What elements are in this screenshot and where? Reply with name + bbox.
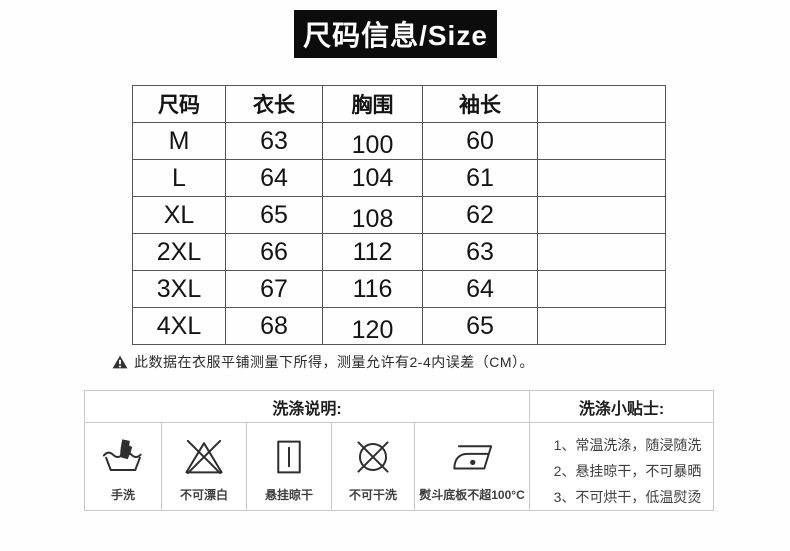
cell-sleeve: 65 xyxy=(422,307,538,345)
cell-size: 4XL xyxy=(132,307,226,345)
cell-sleeve: 61 xyxy=(422,159,538,197)
care-instructions-box: 洗涤说明: 洗涤小贴士: 手洗 不可漂白 悬挂晾 xyxy=(84,390,714,511)
cell-empty xyxy=(537,159,666,197)
banner-title: 尺码信息/Size xyxy=(303,20,488,51)
cell-sleeve: 60 xyxy=(422,122,538,160)
cell-empty xyxy=(537,270,666,308)
cell-chest: 112 xyxy=(322,233,423,271)
table-row: M 63 100 60 xyxy=(132,122,666,160)
size-table-header-row: 尺码 衣长 胸围 袖长 xyxy=(132,85,666,123)
warning-triangle-icon xyxy=(112,355,128,369)
table-row: L 64 104 61 xyxy=(132,159,666,197)
care-cell-no-dry-clean: 不可干洗 xyxy=(332,423,415,510)
care-label: 不可漂白 xyxy=(179,488,228,502)
cell-length: 67 xyxy=(225,270,323,308)
washing-tip: 3、不可烘干，低温熨烫 xyxy=(553,489,702,505)
col-header-size: 尺码 xyxy=(132,85,226,123)
cell-length: 68 xyxy=(225,307,323,345)
cell-size: XL xyxy=(132,196,226,234)
cell-size: M xyxy=(132,122,226,160)
table-row: 4XL 68 120 65 xyxy=(132,307,666,345)
care-cell-hand-wash: 手洗 xyxy=(85,423,162,510)
cell-size: 3XL xyxy=(132,270,226,308)
washing-instructions-header: 洗涤说明: xyxy=(85,391,530,423)
cell-sleeve: 64 xyxy=(422,270,538,308)
care-label: 不可干洗 xyxy=(348,488,397,502)
no-bleach-icon xyxy=(181,423,227,486)
care-label: 熨斗底板不超100°C xyxy=(419,488,525,502)
care-label: 手洗 xyxy=(110,488,135,502)
hang-dry-icon xyxy=(266,423,312,486)
cell-chest: 104 xyxy=(322,159,423,197)
measurement-note-text: 此数据在衣服平铺测量下所得，测量允许有2-4内误差（CM）。 xyxy=(134,354,535,370)
cell-sleeve: 63 xyxy=(422,233,538,271)
cell-length: 66 xyxy=(225,233,323,271)
cell-empty xyxy=(537,122,666,160)
table-row: 3XL 67 116 64 xyxy=(132,270,666,308)
cell-chest: 100 xyxy=(322,122,423,160)
hand-wash-icon xyxy=(100,423,146,486)
care-cell-iron-low-temp: 熨斗底板不超100°C xyxy=(415,423,530,510)
col-header-sleeve: 袖长 xyxy=(422,85,538,123)
size-info-banner: 尺码信息/Size xyxy=(294,10,497,58)
size-table: 尺码 衣长 胸围 袖长 M 63 100 60 L 64 104 61 XL 6… xyxy=(132,85,666,345)
cell-chest: 116 xyxy=(322,270,423,308)
washing-tip: 2、悬挂晾干，不可暴晒 xyxy=(553,463,702,479)
cell-length: 65 xyxy=(225,196,323,234)
table-row: XL 65 108 62 xyxy=(132,196,666,234)
col-header-chest: 胸围 xyxy=(322,85,423,123)
cell-empty xyxy=(537,233,666,271)
care-label: 悬挂晾干 xyxy=(264,488,313,502)
cell-sleeve: 62 xyxy=(422,196,538,234)
no-dry-clean-icon xyxy=(350,423,396,486)
cell-chest: 108 xyxy=(322,196,423,234)
iron-low-temp-icon xyxy=(448,423,496,486)
measurement-note: 此数据在衣服平铺测量下所得，测量允许有2-4内误差（CM）。 xyxy=(112,352,534,372)
cell-chest: 120 xyxy=(322,307,423,345)
washing-tips-list: 1、常温洗涤，随浸随洗 2、悬挂晾干，不可暴晒 3、不可烘干，低温熨烫 xyxy=(530,423,713,510)
washing-tips-header: 洗涤小贴士: xyxy=(530,391,713,423)
cell-length: 63 xyxy=(225,122,323,160)
care-cell-hang-dry: 悬挂晾干 xyxy=(247,423,332,510)
col-header-empty xyxy=(537,85,666,123)
cell-empty xyxy=(537,307,666,345)
care-cell-no-bleach: 不可漂白 xyxy=(162,423,247,510)
table-row: 2XL 66 112 63 xyxy=(132,233,666,271)
cell-length: 64 xyxy=(225,159,323,197)
cell-empty xyxy=(537,196,666,234)
cell-size: L xyxy=(132,159,226,197)
cell-size: 2XL xyxy=(132,233,226,271)
washing-tip: 1、常温洗涤，随浸随洗 xyxy=(553,437,702,453)
col-header-length: 衣长 xyxy=(225,85,323,123)
